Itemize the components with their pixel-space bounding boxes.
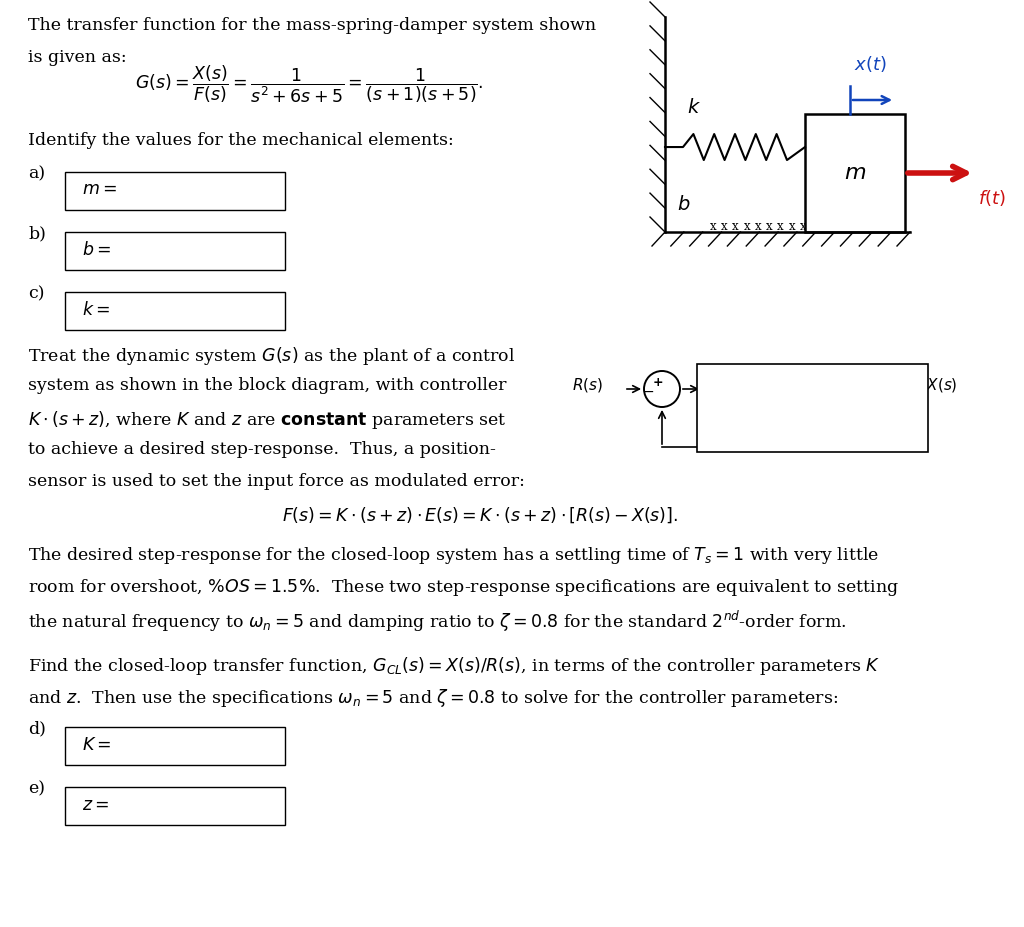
Text: x: x <box>710 221 717 234</box>
Text: to achieve a desired step-response.  Thus, a position-: to achieve a desired step-response. Thus… <box>28 441 496 458</box>
Text: a): a) <box>28 165 45 182</box>
Text: $G(s) = \dfrac{X(s)}{F(s)} = \dfrac{1}{s^2 + 6s + 5} = \dfrac{1}{(s+1)(s+5)}.$: $G(s) = \dfrac{X(s)}{F(s)} = \dfrac{1}{s… <box>135 63 483 105</box>
Text: $b$: $b$ <box>677 195 690 214</box>
Bar <box>65 292 285 330</box>
Text: $x(t)$: $x(t)$ <box>854 54 887 74</box>
Bar <box>65 232 285 270</box>
Bar <box>65 787 285 825</box>
Text: x: x <box>766 221 772 234</box>
Text: The desired step-response for the closed-loop system has a settling time of $T_s: The desired step-response for the closed… <box>28 545 879 566</box>
Text: x: x <box>800 221 806 234</box>
Text: Treat the dynamic system $G(s)$ as the plant of a control: Treat the dynamic system $G(s)$ as the p… <box>28 345 515 367</box>
Text: $k$: $k$ <box>687 98 701 117</box>
Text: room for overshoot, $\%OS = 1.5\%$.  These two step-response specifications are : room for overshoot, $\%OS = 1.5\%$. Thes… <box>28 577 899 598</box>
Text: $m$: $m$ <box>844 162 866 184</box>
Text: Identify the values for the mechanical elements:: Identify the values for the mechanical e… <box>28 132 454 149</box>
Text: $F(s) = K\cdot(s+z)\cdot E(s) = K\cdot(s+z)\cdot[R(s) - X(s)].$: $F(s) = K\cdot(s+z)\cdot E(s) = K\cdot(s… <box>282 505 678 525</box>
Text: +: + <box>652 375 664 388</box>
Text: $G(s)$: $G(s)$ <box>854 380 886 398</box>
Bar <box>65 727 285 765</box>
Text: x: x <box>777 221 783 234</box>
Text: $-$: $-$ <box>642 384 654 398</box>
Text: The transfer function for the mass-spring-damper system shown: The transfer function for the mass-sprin… <box>28 17 596 34</box>
Text: x: x <box>721 221 728 234</box>
Text: x: x <box>788 221 795 234</box>
Text: d): d) <box>28 720 46 737</box>
Bar <box>836 369 904 409</box>
Text: x: x <box>732 221 738 234</box>
Text: the natural frequency to $\omega_n = 5$ and damping ratio to $\zeta = 0.8$ for t: the natural frequency to $\omega_n = 5$ … <box>28 609 847 634</box>
Text: sensor is used to set the input force as modulated error:: sensor is used to set the input force as… <box>28 473 525 490</box>
Text: $k =$: $k =$ <box>82 301 111 319</box>
Text: e): e) <box>28 780 45 797</box>
Text: $K\cdot(s+z)$, where $K$ and $z$ are $\mathbf{constant}$ parameters set: $K\cdot(s+z)$, where $K$ and $z$ are $\m… <box>28 409 507 431</box>
Text: system as shown in the block diagram, with controller: system as shown in the block diagram, wi… <box>28 377 507 394</box>
Text: b): b) <box>28 225 46 242</box>
Text: $X(s)$: $X(s)$ <box>926 376 957 394</box>
Bar <box>697 364 928 452</box>
Text: $f(t)$: $f(t)$ <box>978 188 1006 208</box>
Text: $m =$: $m =$ <box>82 182 117 198</box>
Text: c): c) <box>28 285 44 302</box>
Text: $z =$: $z =$ <box>82 796 110 814</box>
Text: Find the closed-loop transfer function, $G_{CL}(s) = X(s)/R(s)$, in terms of the: Find the closed-loop transfer function, … <box>28 655 881 677</box>
Bar <box>65 172 285 210</box>
Text: $K\cdot(s+z)$: $K\cdot(s+z)$ <box>725 380 791 398</box>
Text: $R(s)$: $R(s)$ <box>572 376 603 394</box>
Text: x: x <box>743 221 750 234</box>
Bar <box>805 114 905 232</box>
Text: x: x <box>755 221 761 234</box>
Text: $K =$: $K =$ <box>82 736 112 754</box>
Text: is given as:: is given as: <box>28 49 127 66</box>
Bar <box>702 369 814 409</box>
Text: $b =$: $b =$ <box>82 241 112 259</box>
Text: and $z$.  Then use the specifications $\omega_n = 5$ and $\zeta = 0.8$ to solve : and $z$. Then use the specifications $\o… <box>28 687 838 709</box>
